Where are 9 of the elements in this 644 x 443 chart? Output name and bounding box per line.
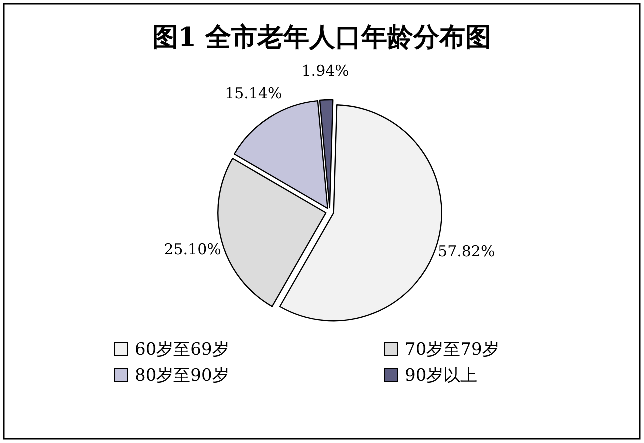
data-label: 15.14%: [225, 84, 282, 102]
data-label: 57.82%: [438, 242, 496, 261]
legend-label: 90岁以上: [405, 366, 478, 386]
legend-label: 70岁至79岁: [405, 340, 500, 360]
data-label: 1.94%: [302, 62, 350, 80]
chart-title: 图1 全市老年人口年龄分布图: [152, 23, 492, 53]
data-label: 25.10%: [164, 240, 222, 259]
legend-label: 60岁至69岁: [135, 340, 230, 360]
legend-label: 80岁至90岁: [135, 366, 230, 386]
